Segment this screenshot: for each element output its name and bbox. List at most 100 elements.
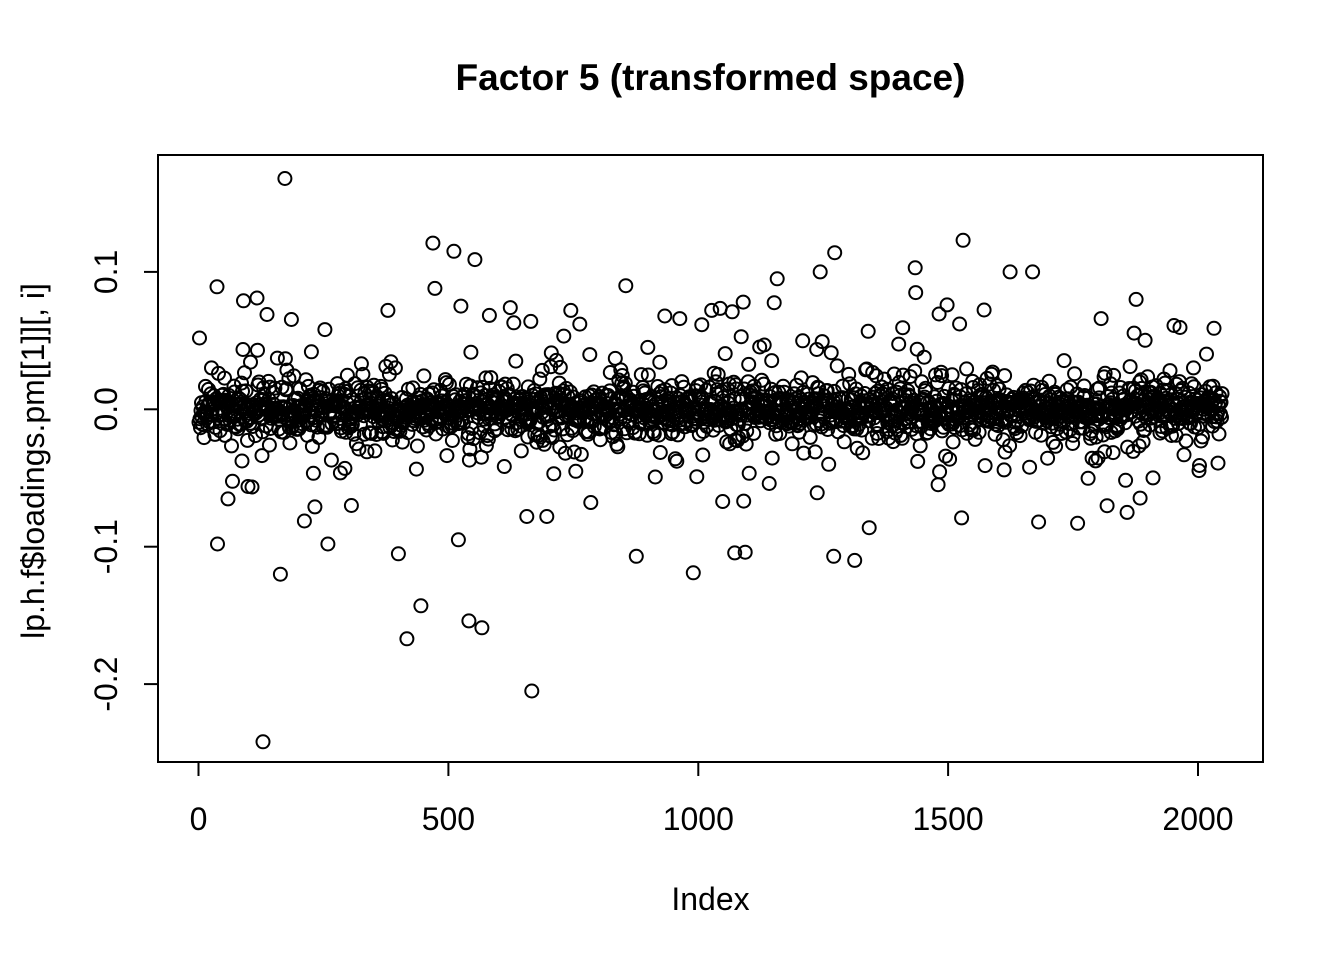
data-point xyxy=(826,548,842,564)
data-point xyxy=(733,329,749,345)
data-point xyxy=(954,510,970,526)
data-point xyxy=(534,362,550,378)
data-point xyxy=(225,473,240,489)
data-point xyxy=(1088,429,1104,445)
data-point xyxy=(416,368,432,384)
data-point xyxy=(238,383,254,399)
y-tick-label: 0.0 xyxy=(88,387,124,431)
data-point xyxy=(776,384,792,400)
data-point xyxy=(1002,438,1018,454)
data-point xyxy=(741,465,757,481)
plot-border xyxy=(157,154,1264,763)
data-point xyxy=(1080,470,1096,486)
data-point xyxy=(663,426,679,442)
data-point xyxy=(1012,428,1028,444)
data-point xyxy=(446,243,462,259)
data-point xyxy=(652,354,668,370)
data-point xyxy=(217,427,233,443)
data-point xyxy=(820,422,836,437)
data-point xyxy=(918,380,934,396)
data-point xyxy=(695,447,711,463)
data-point xyxy=(1164,428,1179,443)
data-point xyxy=(1128,291,1144,307)
data-point xyxy=(298,372,314,388)
data-point xyxy=(543,345,559,361)
data-point xyxy=(483,370,499,386)
data-point xyxy=(895,320,911,336)
data-point xyxy=(261,437,277,453)
data-point xyxy=(694,317,710,333)
data-point xyxy=(827,245,843,261)
data-point xyxy=(444,433,460,448)
data-point xyxy=(930,477,946,493)
data-point xyxy=(907,363,923,379)
data-point xyxy=(524,683,540,699)
data-point xyxy=(505,376,521,392)
data-point xyxy=(712,300,728,316)
data-point xyxy=(652,445,668,460)
data-point xyxy=(756,376,772,392)
data-point xyxy=(1093,311,1109,327)
data-point xyxy=(277,351,293,367)
data-point xyxy=(573,446,589,462)
data-point xyxy=(532,371,548,387)
data-point xyxy=(628,548,644,564)
data-point xyxy=(192,330,207,346)
data-point xyxy=(1022,459,1038,475)
data-point xyxy=(269,350,285,366)
data-point xyxy=(259,307,275,322)
data-point xyxy=(277,171,293,186)
data-point xyxy=(332,465,348,481)
data-point xyxy=(307,499,323,515)
x-tick-label: 1000 xyxy=(663,801,734,837)
data-point xyxy=(254,448,270,464)
data-point xyxy=(489,421,505,437)
data-point xyxy=(1199,346,1214,362)
data-point xyxy=(563,302,579,318)
data-point xyxy=(243,354,258,370)
data-point xyxy=(1099,498,1115,514)
data-point xyxy=(717,346,733,362)
data-point xyxy=(945,434,961,450)
data-point xyxy=(715,494,731,509)
data-point xyxy=(450,532,466,548)
data-point xyxy=(1056,353,1072,369)
data-point xyxy=(908,285,924,301)
data-point xyxy=(912,438,928,454)
data-point xyxy=(809,485,825,501)
data-point xyxy=(539,509,555,524)
data-point xyxy=(650,379,666,394)
data-point xyxy=(513,443,529,459)
data-point xyxy=(1157,375,1173,391)
data-point xyxy=(1210,455,1226,471)
data-point xyxy=(959,361,975,377)
data-point xyxy=(855,445,871,461)
data-point xyxy=(1132,490,1148,506)
data-point xyxy=(1172,320,1188,335)
data-point xyxy=(453,298,469,314)
data-point xyxy=(807,444,823,460)
data-point xyxy=(353,356,369,372)
data-point xyxy=(1097,444,1113,460)
data-point xyxy=(841,366,857,382)
data-point xyxy=(784,436,800,452)
data-point xyxy=(209,279,225,295)
data-point xyxy=(766,295,782,311)
data-point xyxy=(1105,445,1121,461)
data-point xyxy=(996,462,1012,478)
data-point xyxy=(1192,458,1207,473)
data-point xyxy=(710,367,726,382)
data-point xyxy=(378,358,394,374)
data-point xyxy=(724,304,740,320)
data-point xyxy=(413,598,429,614)
data-point xyxy=(317,322,333,338)
data-point xyxy=(764,353,780,369)
data-point xyxy=(546,466,562,482)
data-point xyxy=(546,422,562,438)
data-point xyxy=(427,280,443,296)
data-point xyxy=(1088,453,1104,469)
data-point xyxy=(916,349,932,365)
data-point xyxy=(746,425,762,441)
data-point xyxy=(669,453,685,469)
